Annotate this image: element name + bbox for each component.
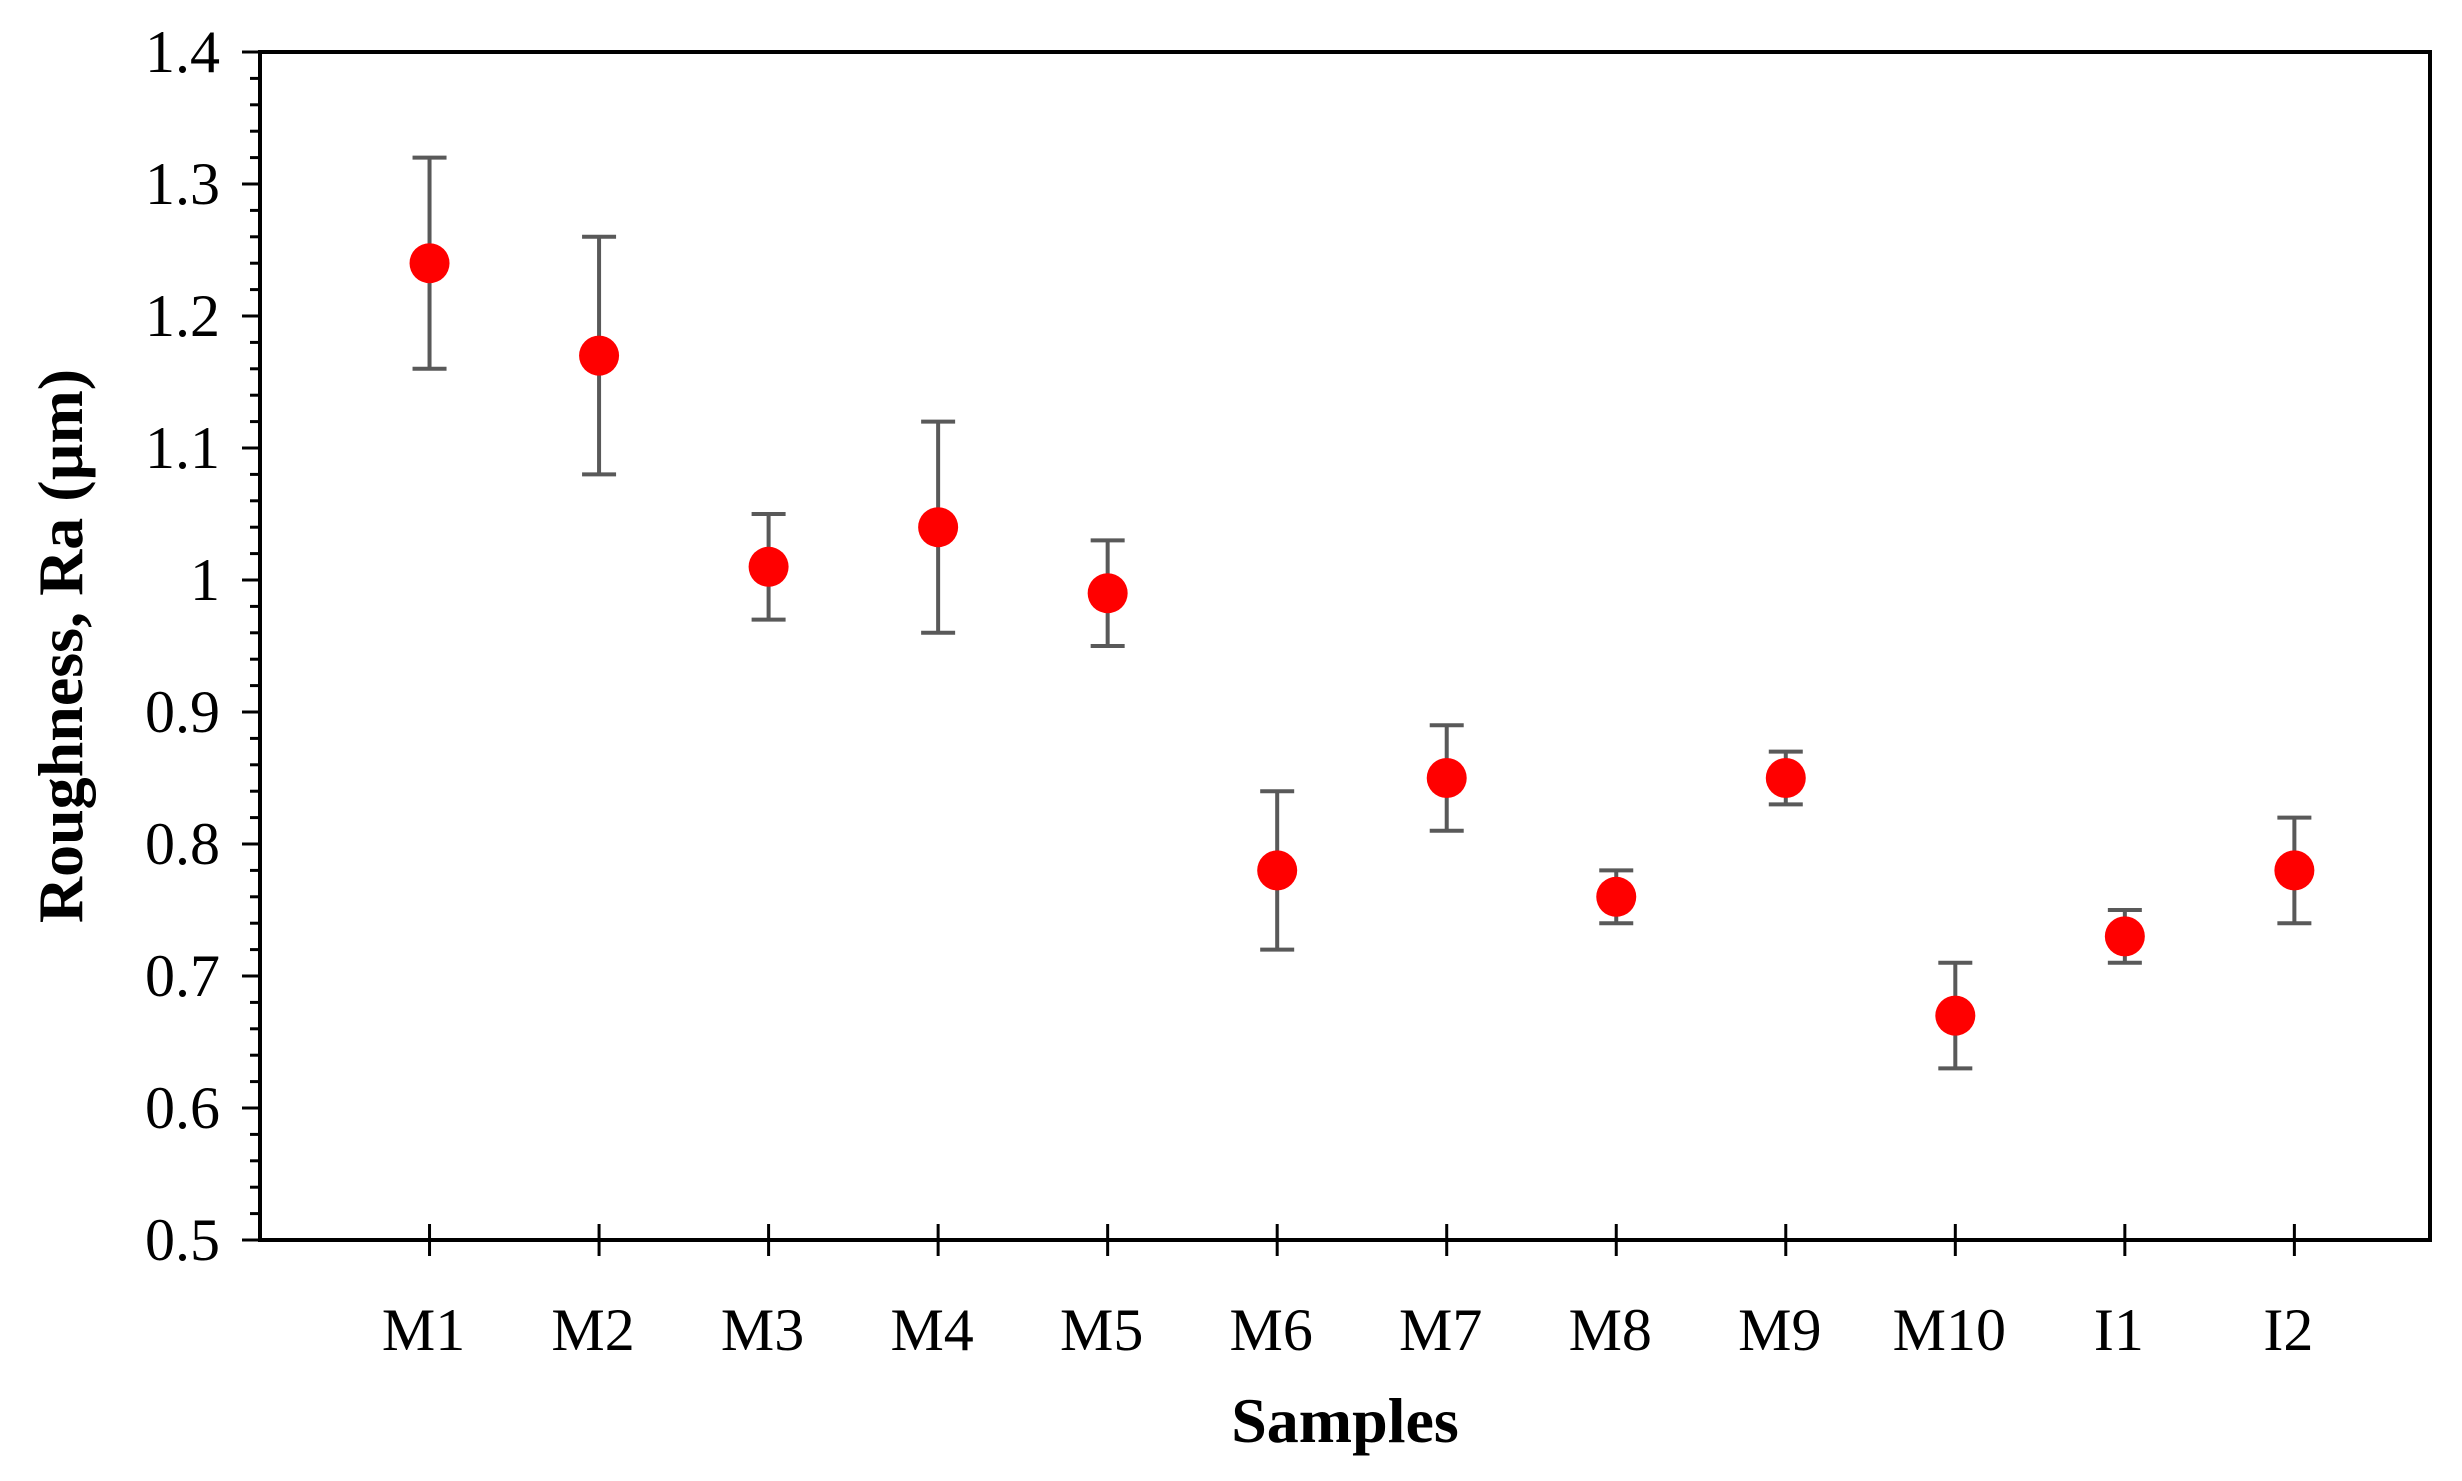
- x-tick-label: M10: [1893, 1297, 2006, 1363]
- x-axis-title: Samples: [1231, 1385, 1459, 1456]
- y-tick-label: 1.2: [145, 283, 220, 349]
- y-tick-label: 1.4: [145, 19, 220, 85]
- x-tick-label: M2: [551, 1297, 634, 1363]
- y-tick-label: 0.9: [145, 679, 220, 745]
- x-tick-label: M4: [890, 1297, 973, 1363]
- data-point: [2104, 916, 2145, 957]
- x-tick-label: I2: [2263, 1297, 2313, 1363]
- x-tick-label: M6: [1230, 1297, 1313, 1363]
- data-point: [918, 507, 959, 548]
- data-point: [1935, 995, 1976, 1036]
- data-point: [409, 243, 450, 284]
- y-tick-label: 0.6: [145, 1075, 220, 1141]
- data-point: [1087, 573, 1128, 614]
- y-tick-label: 0.7: [145, 943, 220, 1009]
- data-point: [1765, 758, 1806, 798]
- y-tick-label: 0.8: [145, 811, 220, 877]
- x-tick-label: M3: [721, 1297, 804, 1363]
- x-tick-label: M5: [1060, 1297, 1143, 1363]
- x-tick-label: M8: [1569, 1297, 1652, 1363]
- x-ticks: [428, 1224, 2296, 1256]
- data-point: [748, 546, 789, 587]
- x-tick-label: M9: [1738, 1297, 1821, 1363]
- data-points: [409, 243, 2315, 1036]
- x-tick-label: I1: [2094, 1297, 2144, 1363]
- y-tick-label: 1: [190, 547, 220, 613]
- plot-area-frame: [258, 50, 2432, 1242]
- y-tick-labels: 0.5 0.6 0.7 0.8 0.9 1 1.1 1.2 1.3 1.4: [145, 19, 220, 1273]
- data-point: [579, 335, 620, 376]
- y-tick-label: 0.5: [145, 1207, 220, 1273]
- y-axis-title: Roughness, Ra (µm): [25, 369, 96, 923]
- data-point: [2274, 850, 2315, 891]
- x-tick-labels: M1 M2 M3 M4 M5 M6 M7 M8 M9 M10 I1 I2: [382, 1297, 2314, 1363]
- data-point: [1596, 876, 1637, 917]
- x-tick-label: M7: [1399, 1297, 1482, 1363]
- y-tick-label: 1.3: [145, 151, 220, 217]
- y-tick-label: 1.1: [145, 415, 220, 481]
- data-point: [1257, 850, 1298, 891]
- y-major-ticks: [242, 50, 260, 1242]
- x-tick-label: M1: [382, 1297, 465, 1363]
- data-point: [1426, 758, 1467, 798]
